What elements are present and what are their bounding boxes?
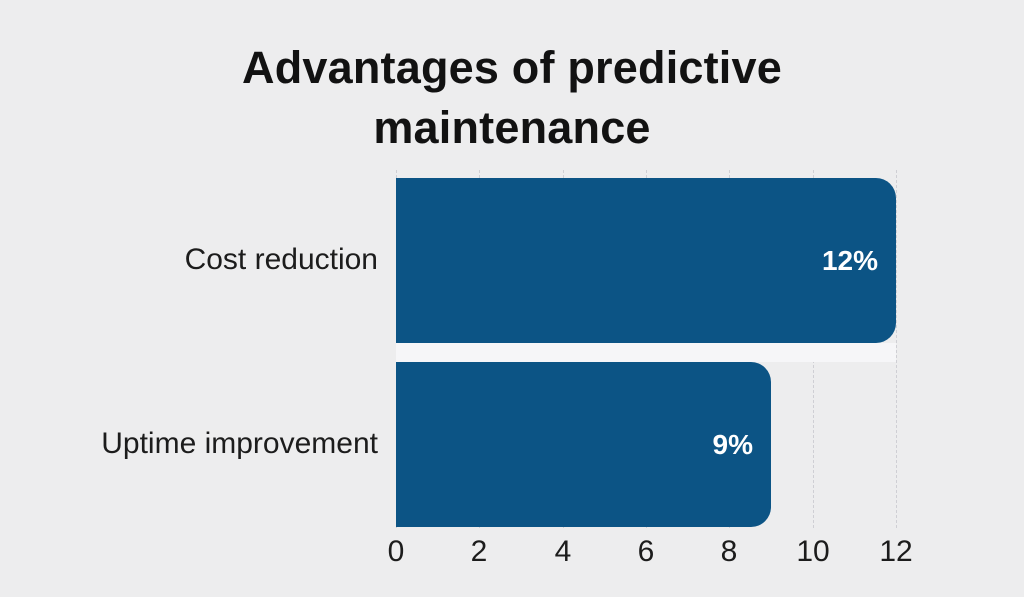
x-tick-label: 0 [387,535,405,568]
x-tick-label: 8 [720,535,738,568]
bar-value-label-uptime-improvement: 9% [712,428,753,460]
bar-cost-reduction: 12% [396,178,896,343]
x-tick-label: 10 [796,535,830,568]
chart-title: Advantages of predictive maintenance [242,42,782,153]
row-separator-band [396,343,896,362]
x-tick-label: 12 [879,535,913,568]
plot-area: 12% 9% [396,170,897,530]
bar-uptime-improvement: 9% [396,362,771,527]
x-tick-label: 6 [637,535,655,568]
x-tick-label: 4 [554,535,572,568]
category-label-cost-reduction: Cost reduction [184,243,378,276]
category-label-uptime-improvement: Uptime improvement [101,427,378,460]
bar-value-label-cost-reduction: 12% [821,244,878,276]
x-axis: 0 2 4 6 8 10 12 [388,535,913,571]
x-tick-label: 2 [470,535,488,568]
gridline [896,170,897,528]
